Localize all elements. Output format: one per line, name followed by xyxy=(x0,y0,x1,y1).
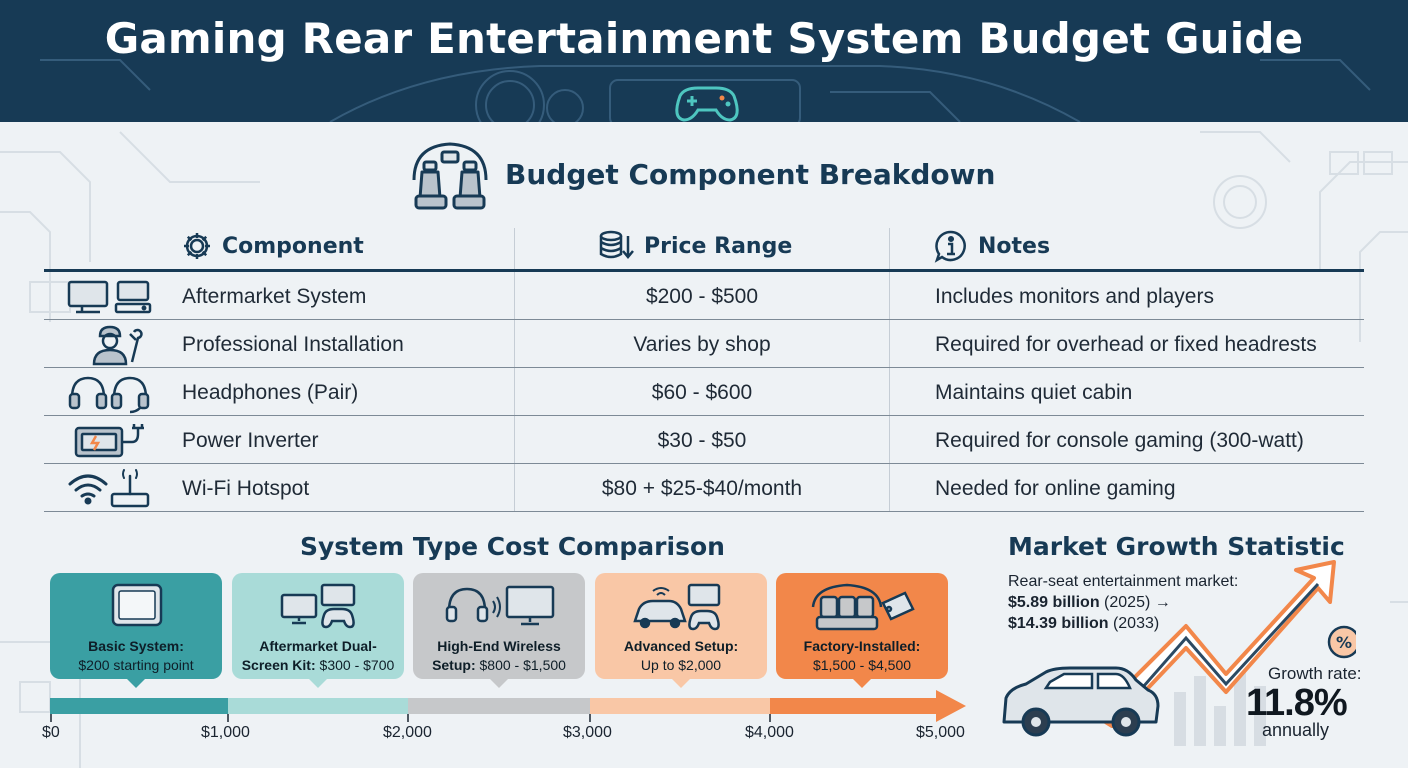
component-note: Maintains quiet cabin xyxy=(935,381,1133,404)
market-growth-title: Market Growth Statistic xyxy=(1008,532,1345,561)
market-year-2033: (2033) xyxy=(1112,615,1160,632)
scale-segment xyxy=(408,698,590,714)
system-card-detail: $800 - $1,500 xyxy=(479,657,566,673)
budget-section-title: Budget Component Breakdown xyxy=(505,158,996,191)
card-pointer xyxy=(852,678,872,688)
card-pointer xyxy=(671,678,691,688)
component-price: $80 + $25-$40/month xyxy=(601,477,803,500)
component-price: Varies by shop xyxy=(633,333,771,356)
growth-rate-value: 11.8% xyxy=(1246,682,1348,724)
card-pointer xyxy=(308,678,328,688)
component-price: $30 - $50 xyxy=(657,429,747,452)
column-divider xyxy=(514,228,515,512)
column-header-price: Price Range xyxy=(598,228,792,264)
scale-tick-label: $2,000 xyxy=(383,724,432,741)
growth-arrow-car-illustration: % xyxy=(1002,560,1356,746)
gear-icon xyxy=(184,233,210,259)
system-card-dual-screen: Aftermarket Dual- Screen Kit: $300 - $700 xyxy=(232,573,404,688)
dual-screen-gamepad-icon xyxy=(280,583,356,629)
scale-tick-label: $3,000 xyxy=(563,724,612,741)
coin-stack-icon xyxy=(599,230,634,259)
system-card-basic: Basic System: $200 starting point xyxy=(50,573,222,688)
table-header-rule xyxy=(44,269,1364,272)
system-card-detail: $200 starting point xyxy=(78,657,194,673)
system-card-name: Factory-Installed: xyxy=(803,638,921,654)
table-row: Power Inverter $30 - $50 Required for co… xyxy=(44,416,1364,464)
percent-badge-icon: % xyxy=(1327,625,1356,659)
system-card-name-cont: Screen Kit: xyxy=(241,657,316,673)
column-header-component: Component xyxy=(182,228,364,264)
headphones-icon xyxy=(68,376,150,414)
component-name: Headphones (Pair) xyxy=(182,381,359,404)
scale-tick-label: $5,000 xyxy=(916,724,965,741)
scale-tick-label: $1,000 xyxy=(201,724,250,741)
scale-segment xyxy=(590,698,770,714)
wifi-hotspot-icon xyxy=(68,469,150,508)
svg-text:%: % xyxy=(1336,633,1352,652)
scale-segment xyxy=(228,698,408,714)
component-name: Wi-Fi Hotspot xyxy=(182,477,310,500)
component-name: Aftermarket System xyxy=(182,285,367,308)
car-interior-tag-icon xyxy=(811,583,915,631)
column-header-notes: Notes xyxy=(934,228,1050,264)
system-card-name: Basic System: xyxy=(88,638,184,654)
component-price: $60 - $600 xyxy=(651,381,753,404)
component-note: Required for overhead or fixed headrests xyxy=(935,333,1317,356)
gamepad-icon xyxy=(675,86,739,122)
component-name: Power Inverter xyxy=(182,429,319,452)
system-card-detail: $1,500 - $4,500 xyxy=(812,657,912,673)
system-card-advanced: Advanced Setup: Up to $2,000 xyxy=(595,573,767,688)
scale-segment xyxy=(50,698,228,714)
table-row: Headphones (Pair) $60 - $600 Maintains q… xyxy=(44,368,1364,416)
component-price: $200 - $500 xyxy=(645,285,759,308)
market-year-2025: (2025) → xyxy=(1104,594,1171,611)
table-row: Wi-Fi Hotspot $80 + $25-$40/month Needed… xyxy=(44,464,1364,512)
column-divider xyxy=(889,228,890,512)
installer-icon xyxy=(92,325,143,366)
system-card-name: High-End Wireless xyxy=(437,638,561,654)
dashboard-illustration xyxy=(40,59,1371,122)
suv-icon xyxy=(1002,666,1160,737)
scale-tick-label: $4,000 xyxy=(745,724,794,741)
card-pointer xyxy=(126,678,146,688)
column-header-component-label: Component xyxy=(222,233,364,259)
card-pointer xyxy=(489,678,509,688)
system-card-name-cont: Setup: xyxy=(432,657,476,673)
system-card-name: Advanced Setup: xyxy=(623,638,739,654)
system-card-factory: Factory-Installed: $1,500 - $4,500 xyxy=(776,573,948,688)
growth-rate-label: Growth rate: xyxy=(1268,664,1362,683)
power-inverter-icon xyxy=(74,424,144,458)
car-monitor-gamepad-icon xyxy=(633,583,721,631)
page-title: Gaming Rear Entertainment System Budget … xyxy=(104,14,1304,63)
component-note: Includes monitors and players xyxy=(935,285,1214,308)
market-description: Rear-seat entertainment market: $5.89 bi… xyxy=(1008,571,1238,634)
system-card-detail: $300 - $700 xyxy=(319,657,395,673)
market-value-2033: $14.39 billion xyxy=(1008,615,1109,632)
growth-rate-period: annually xyxy=(1262,720,1330,740)
table-row: Aftermarket System $200 - $500 Includes … xyxy=(44,272,1364,320)
wireless-headset-monitor-icon xyxy=(445,585,555,626)
component-note: Required for console gaming (300-watt) xyxy=(935,429,1304,452)
scale-tick-label: $0 xyxy=(42,724,60,741)
column-header-notes-label: Notes xyxy=(978,233,1051,259)
column-header-price-label: Price Range xyxy=(644,233,793,259)
scale-arrowhead xyxy=(936,690,966,722)
system-comparison-title: System Type Cost Comparison xyxy=(300,532,725,561)
info-bubble-icon xyxy=(934,230,966,263)
market-value-2025: $5.89 billion xyxy=(1008,594,1100,611)
component-name: Professional Installation xyxy=(182,333,404,356)
scale-segment xyxy=(770,698,938,714)
monitor-player-icon xyxy=(67,280,152,314)
market-line-1: Rear-seat entertainment market: xyxy=(1008,573,1239,590)
table-row: Professional Installation Varies by shop… xyxy=(44,320,1364,368)
system-card-wireless: High-End Wireless Setup: $800 - $1,500 xyxy=(413,573,585,688)
component-note: Needed for online gaming xyxy=(935,477,1176,500)
tablet-icon xyxy=(111,583,163,627)
cost-scale-bar xyxy=(50,690,966,722)
system-card-detail: Up to $2,000 xyxy=(640,657,722,673)
system-card-name: Aftermarket Dual- xyxy=(259,638,377,654)
car-seats-icon xyxy=(412,142,488,210)
header-banner: Gaming Rear Entertainment System Budget … xyxy=(0,0,1408,122)
circuit-background xyxy=(0,131,1408,768)
